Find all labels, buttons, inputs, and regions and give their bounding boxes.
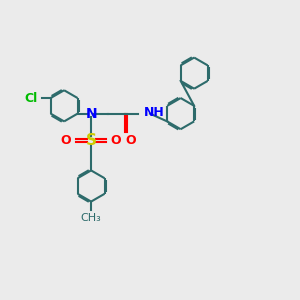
Text: O: O xyxy=(61,134,71,147)
Text: S: S xyxy=(85,133,97,148)
Text: O: O xyxy=(125,134,136,148)
Text: N: N xyxy=(85,106,97,121)
Text: O: O xyxy=(111,134,122,147)
Text: NH: NH xyxy=(144,106,165,119)
Text: Cl: Cl xyxy=(24,92,37,104)
Text: CH₃: CH₃ xyxy=(81,213,101,223)
